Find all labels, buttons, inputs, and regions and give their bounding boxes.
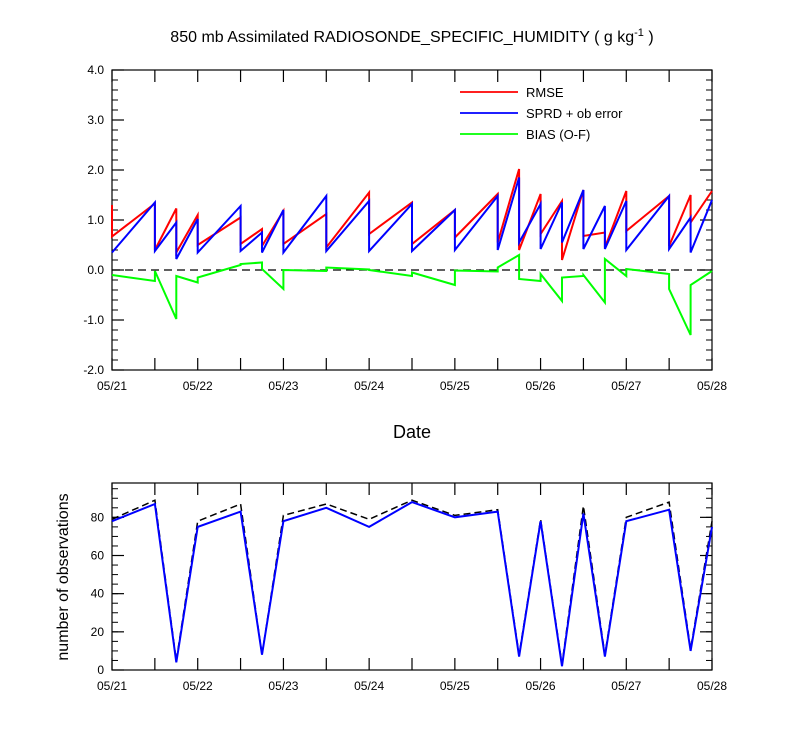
y-tick-label: 2.0 <box>87 163 104 177</box>
x-tick-label: 05/28 <box>697 379 727 393</box>
y-tick-label: -1.0 <box>83 313 104 327</box>
x-tick-label: 05/23 <box>268 379 298 393</box>
x-tick-label: 05/23 <box>268 679 298 693</box>
x-tick-label: 05/27 <box>611 679 641 693</box>
series-line-bias-o-f <box>111 253 713 336</box>
legend-label: BIAS (O-F) <box>526 127 590 142</box>
x-tick-label: 05/24 <box>354 379 384 393</box>
bottom-chart: 05/21 05/22 05/23 05/24 05/25 05/26 05/27 05/28… <box>91 482 727 693</box>
x-tick-label: 05/25 <box>440 379 470 393</box>
y-tick-label: 3.0 <box>87 113 104 127</box>
y-tick-label: 40 <box>91 587 105 601</box>
y-tick-label: 60 <box>91 549 105 563</box>
x-tick-label: 05/28 <box>697 679 727 693</box>
x-tick-label: 05/26 <box>526 679 556 693</box>
y-axis-title-observations: number of observations <box>55 493 72 660</box>
x-tick-label: 05/21 <box>97 379 127 393</box>
legend-label: RMSE <box>526 85 564 100</box>
legend-label: SPRD + ob error <box>526 106 623 121</box>
x-tick-label: 05/22 <box>183 379 213 393</box>
y-tick-label: 0.0 <box>87 263 104 277</box>
series-line-dashed-0 <box>111 499 713 665</box>
y-tick-label: -2.0 <box>83 363 104 377</box>
x-tick-label: 05/26 <box>526 379 556 393</box>
x-tick-label: 05/21 <box>97 679 127 693</box>
y-tick-label: 0 <box>97 663 104 677</box>
x-axis-title: Date <box>393 422 431 442</box>
x-tick-label: 05/25 <box>440 679 470 693</box>
y-tick-label: 1.0 <box>87 213 104 227</box>
x-tick-label: 05/27 <box>611 379 641 393</box>
y-tick-label: 20 <box>91 625 105 639</box>
x-tick-label: 05/24 <box>354 679 384 693</box>
y-tick-label: 80 <box>91 510 105 524</box>
top-chart: 05/21 05/22 05/23 05/24 05/25 05/26 05/27 05/28… <box>83 63 727 393</box>
plot-frame <box>111 482 713 671</box>
series-line-sprd-ob-error <box>111 177 713 260</box>
series-line-solid-1 <box>111 501 713 667</box>
x-tick-label: 05/22 <box>183 679 213 693</box>
chart-title: 850 mb Assimilated RADIOSONDE_SPECIFIC_H… <box>170 27 653 46</box>
y-tick-label: 4.0 <box>87 63 104 77</box>
